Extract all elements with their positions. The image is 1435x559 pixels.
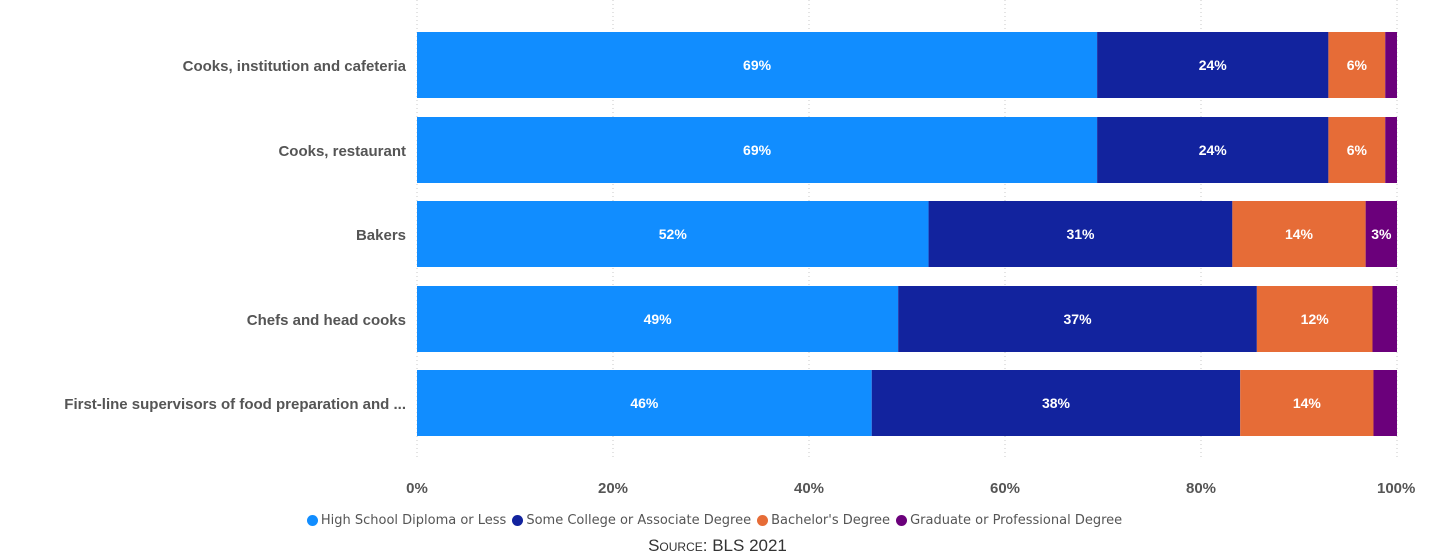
- data-label: 69%: [743, 57, 772, 73]
- data-label: 37%: [1064, 311, 1093, 327]
- bar-segment: [1097, 117, 1329, 183]
- chart-plot: Cooks, institution and cafeteria Cooks, r…: [64, 0, 1415, 497]
- legend-item[interactable]: Some College or Associate Degree: [512, 513, 751, 528]
- category-label: Cooks, restaurant: [278, 143, 406, 160]
- legend-label: High School Diploma or Less: [320, 512, 507, 528]
- bar-segment: [898, 286, 1257, 352]
- category-label: Chefs and head cooks: [247, 312, 406, 329]
- legend: High School Diploma or Less Some College …: [0, 509, 1435, 531]
- bar-segment: [417, 117, 1098, 183]
- bar-segment: [1240, 370, 1374, 436]
- legend-label: Some College or Associate Degree: [526, 512, 752, 528]
- bar-segment: [1385, 32, 1397, 98]
- bar-segment: [871, 370, 1241, 436]
- data-label: 14%: [1285, 226, 1314, 242]
- data-label: 3%: [1371, 226, 1392, 242]
- bar-segment: [417, 201, 929, 267]
- legend-dot-icon: [896, 514, 908, 526]
- data-label: 6%: [1347, 142, 1368, 158]
- data-label: 38%: [1042, 395, 1071, 411]
- x-tick-label: 60%: [990, 480, 1020, 497]
- legend-dot-icon: [757, 514, 769, 526]
- data-label: 24%: [1199, 57, 1228, 73]
- x-tick-label: 20%: [598, 480, 628, 497]
- data-label: 69%: [743, 142, 772, 158]
- bar-segment: [1365, 201, 1397, 267]
- bar-segment: [1385, 117, 1397, 183]
- bar-segment: [1328, 32, 1386, 98]
- x-tick-label: 100%: [1377, 480, 1415, 497]
- category-label: Cooks, institution and cafeteria: [183, 58, 407, 75]
- data-label: 24%: [1199, 142, 1228, 158]
- legend-dot-icon: [512, 514, 524, 526]
- x-tick-label: 80%: [1186, 480, 1216, 497]
- bar-segment: [1097, 32, 1329, 98]
- data-label: 14%: [1293, 395, 1322, 411]
- bar-segment: [1373, 370, 1397, 436]
- bar-segment: [417, 32, 1098, 98]
- bar-segment: [1256, 286, 1373, 352]
- bar-segment: [1232, 201, 1366, 267]
- x-tick-label: 40%: [794, 480, 824, 497]
- legend-label: Bachelor's Degree: [771, 512, 891, 528]
- data-label: 6%: [1347, 57, 1368, 73]
- legend-dot-icon: [306, 514, 318, 526]
- bar-segment: [417, 286, 899, 352]
- bar-segment: [417, 370, 872, 436]
- legend-item[interactable]: Graduate or Professional Degree: [896, 513, 1122, 528]
- category-label: Bakers: [356, 227, 406, 244]
- legend-item[interactable]: High School Diploma or Less: [306, 512, 507, 528]
- source-note: Source: BLS 2021: [648, 536, 787, 555]
- x-tick-label: 0%: [406, 480, 428, 497]
- data-label: 49%: [644, 311, 673, 327]
- data-label: 52%: [659, 226, 688, 242]
- data-label: 12%: [1301, 311, 1330, 327]
- data-label: 31%: [1066, 226, 1095, 242]
- legend-item[interactable]: Bachelor's Degree: [757, 513, 890, 528]
- bar-segment: [1372, 286, 1397, 352]
- data-label: 46%: [630, 395, 659, 411]
- category-label: First-line supervisors of food preparati…: [64, 396, 406, 413]
- legend-label: Graduate or Professional Degree: [910, 512, 1123, 528]
- bar-segment: [928, 201, 1233, 267]
- bar-segment: [1328, 117, 1386, 183]
